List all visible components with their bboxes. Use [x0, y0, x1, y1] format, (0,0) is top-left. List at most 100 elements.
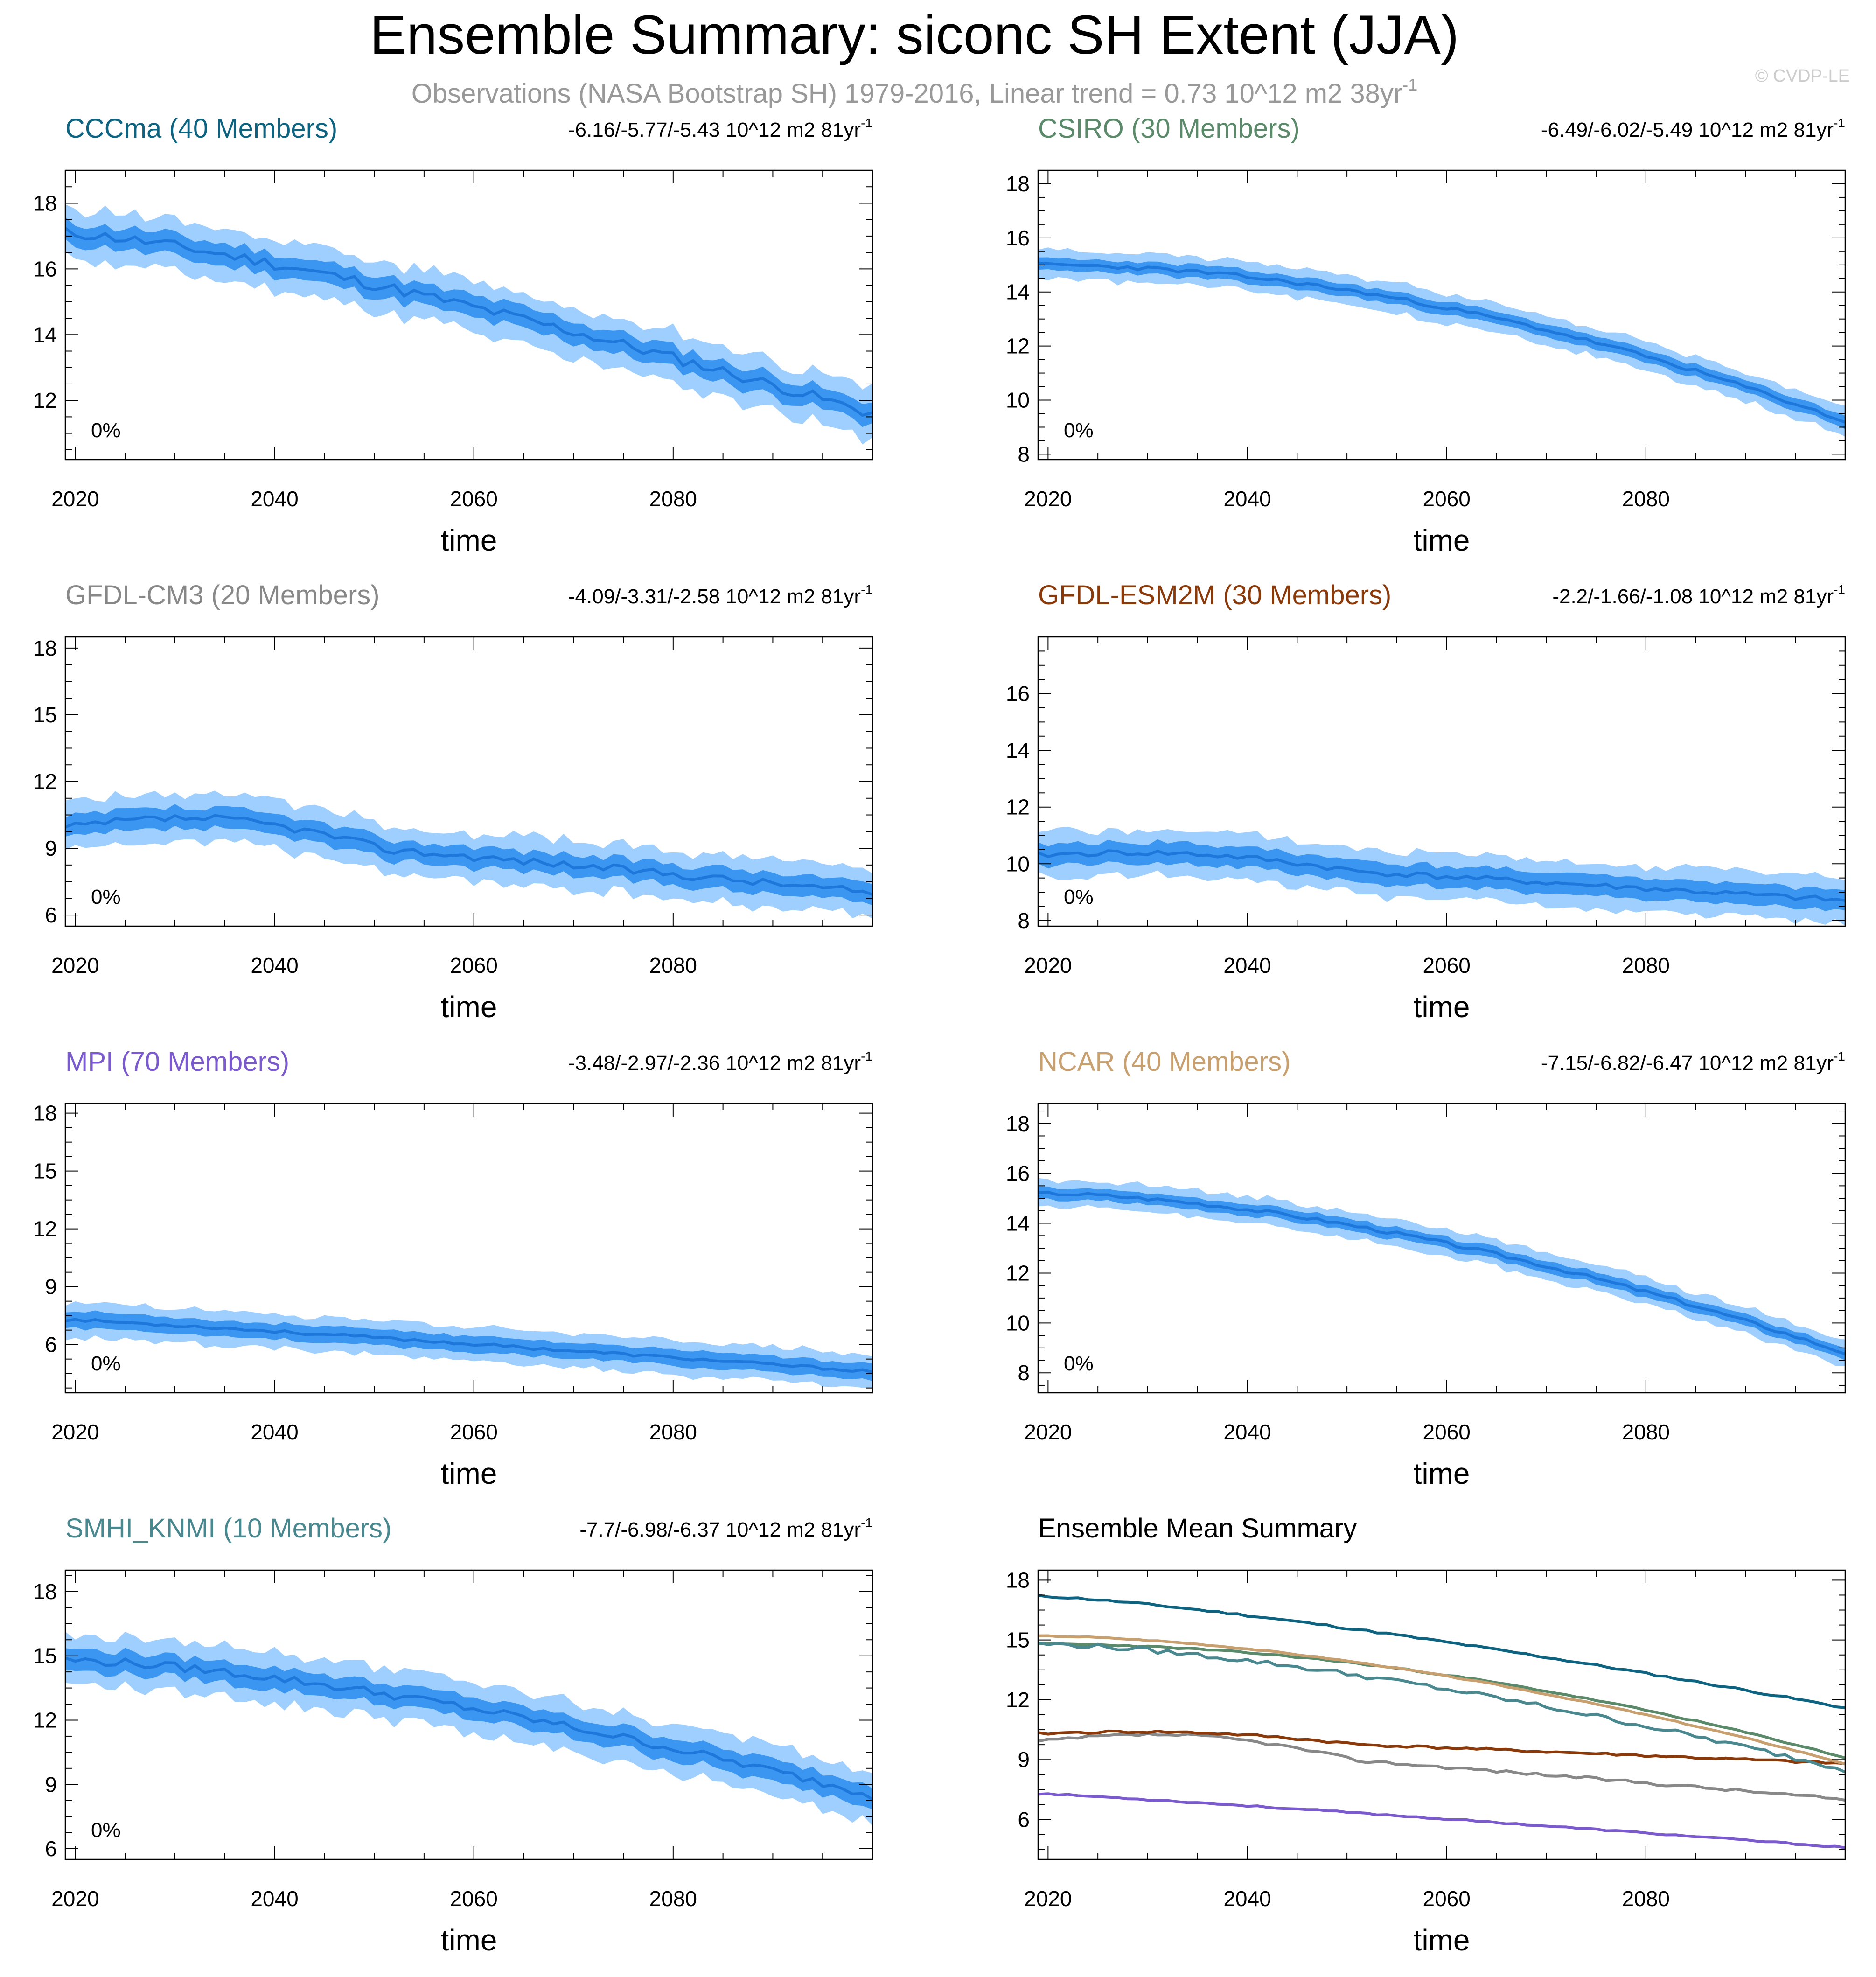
y-tick-label: 9 [45, 1275, 57, 1299]
panel-5: 8 10 12 14 16 18 2020 2040 2060 2080 time NCAR (40 … [1006, 1047, 1846, 1490]
y-tick-label: 9 [45, 836, 57, 860]
panel-title: GFDL-ESM2M (30 Members) [1038, 580, 1391, 610]
plot-frame [64, 169, 873, 461]
y-tick-label: 15 [1006, 1628, 1030, 1652]
panel-title: GFDL-CM3 (20 Members) [65, 580, 380, 610]
x-tick-label: 2020 [51, 1420, 99, 1444]
y-tick-label: 18 [33, 636, 57, 660]
x-tick-label: 2020 [1024, 1420, 1072, 1444]
y-tick-label: 18 [1006, 1568, 1030, 1592]
x-tick-label: 2060 [1423, 1420, 1471, 1444]
y-tick-label: 12 [33, 388, 57, 412]
x-tick-label: 2040 [1223, 953, 1271, 978]
panel-3: 8 10 12 14 16 2020 2040 2060 2080 time GFDL-ESM2M … [1006, 580, 1846, 1024]
x-tick-label: 2080 [1622, 1420, 1670, 1444]
ensemble-iqr-band [65, 217, 872, 427]
x-tick-label: 2060 [1423, 953, 1471, 978]
y-tick-label: 18 [33, 1579, 57, 1604]
x-tick-label: 2020 [1024, 1886, 1072, 1911]
ensemble-mean-line [65, 814, 872, 896]
x-tick-label: 2020 [51, 487, 99, 511]
y-tick-label: 12 [33, 1217, 57, 1241]
y-tick-label: 14 [33, 322, 57, 347]
x-tick-label: 2020 [1024, 953, 1072, 978]
ensemble-mean-line [65, 1656, 872, 1801]
plot-area-2 [65, 790, 872, 919]
series-line-cccma [1038, 1593, 1845, 1709]
x-tick-label: 2080 [1622, 1886, 1670, 1911]
x-tick-label: 2080 [649, 487, 697, 511]
y-tick-label: 8 [1018, 908, 1030, 933]
panel-0: 12 14 16 18 2020 2040 2060 2080 time CCCma (40 Me… [33, 113, 873, 557]
panels-group: 12 14 16 18 2020 2040 2060 2080 time CCCma (40 Me… [33, 113, 1846, 1957]
plot-area-3 [1038, 826, 1845, 926]
y-tick-label: 15 [33, 1644, 57, 1668]
x-tick-label: 2080 [649, 1420, 697, 1444]
y-tick-label: 10 [1006, 852, 1030, 876]
plot-area-7 [1038, 1593, 1845, 1849]
watermark: © CVDP-LE [1755, 66, 1850, 86]
x-tick-label: 2040 [251, 1886, 298, 1911]
panel-4: 6 9 12 15 18 2020 2040 2060 2080 time MPI (70 Memb… [33, 1047, 873, 1490]
y-tick-label: 6 [1018, 1807, 1030, 1831]
y-tick-label: 18 [33, 191, 57, 215]
x-tick-label: 2040 [1223, 1420, 1271, 1444]
series-line-smhi_knmi [1038, 1641, 1845, 1774]
y-tick-label: 16 [1006, 1161, 1030, 1186]
x-axis-label: time [441, 1457, 497, 1490]
percent-annotation: 0% [91, 1819, 121, 1842]
y-tick-label: 16 [1006, 226, 1030, 250]
trend-label: -2.2/-1.66/-1.08 10^12 m2 81yr-1 [1552, 582, 1845, 608]
x-tick-label: 2040 [251, 953, 298, 978]
x-tick-label: 2080 [649, 1886, 697, 1911]
x-tick-label: 2040 [251, 1420, 298, 1444]
x-tick-label: 2040 [251, 487, 298, 511]
trend-label: -7.15/-6.82/-6.47 10^12 m2 81yr-1 [1541, 1049, 1845, 1075]
percent-annotation: 0% [1064, 886, 1094, 908]
x-tick-label: 2040 [1223, 1886, 1271, 1911]
plot-frame [64, 1569, 873, 1860]
y-tick-label: 14 [1006, 1211, 1030, 1236]
x-axis-label: time [441, 990, 497, 1024]
x-tick-label: 2040 [1223, 487, 1271, 511]
plot-area-0 [65, 204, 872, 445]
plot-area-1 [1038, 247, 1845, 437]
panel-2: 6 9 12 15 18 2020 2040 2060 2080 time GFDL-CM3 (20… [33, 580, 873, 1024]
y-tick-label: 12 [1006, 1261, 1030, 1285]
plot-area-6 [65, 1631, 872, 1826]
x-axis-label: time [441, 1923, 497, 1957]
y-tick-label: 18 [1006, 172, 1030, 196]
y-tick-label: 6 [45, 1333, 57, 1357]
series-line-gfdl-cm3 [1038, 1732, 1845, 1802]
ensemble-mean-line [65, 227, 872, 417]
figure-subtitle: Observations (NASA Bootstrap SH) 1979-20… [411, 75, 1418, 109]
plot-frame [1037, 636, 1846, 927]
panel-7: 6 9 12 15 18 2020 2040 2060 2080 time Ensemble Mea… [1006, 1513, 1846, 1957]
ensemble-iqr-band [65, 804, 872, 906]
y-tick-label: 8 [1018, 1361, 1030, 1385]
y-tick-label: 12 [1006, 334, 1030, 358]
percent-annotation: 0% [1064, 419, 1094, 442]
y-tick-label: 18 [1006, 1111, 1030, 1136]
panel-title: CCCma (40 Members) [65, 113, 337, 144]
x-tick-label: 2080 [1622, 487, 1670, 511]
percent-annotation: 0% [91, 1352, 121, 1375]
plot-frame [64, 1103, 873, 1394]
trend-label: -4.09/-3.31/-2.58 10^12 m2 81yr-1 [568, 582, 872, 608]
y-tick-label: 12 [1006, 1688, 1030, 1712]
x-axis-label: time [1414, 524, 1470, 557]
percent-annotation: 0% [91, 886, 121, 908]
x-tick-label: 2020 [1024, 487, 1072, 511]
x-axis-label: time [1414, 990, 1470, 1024]
x-tick-label: 2060 [450, 1420, 498, 1444]
ensemble-iqr-band [65, 1648, 872, 1809]
trend-label: -6.16/-5.77/-5.43 10^12 m2 81yr-1 [568, 116, 872, 141]
y-tick-label: 12 [1006, 795, 1030, 819]
trend-label: -3.48/-2.97/-2.36 10^12 m2 81yr-1 [568, 1049, 872, 1075]
x-tick-label: 2060 [450, 1886, 498, 1911]
plot-area-4 [65, 1301, 872, 1389]
panel-title: SMHI_KNMI (10 Members) [65, 1513, 391, 1544]
ensemble-mean-line [1038, 1190, 1845, 1355]
y-tick-label: 9 [1018, 1747, 1030, 1772]
